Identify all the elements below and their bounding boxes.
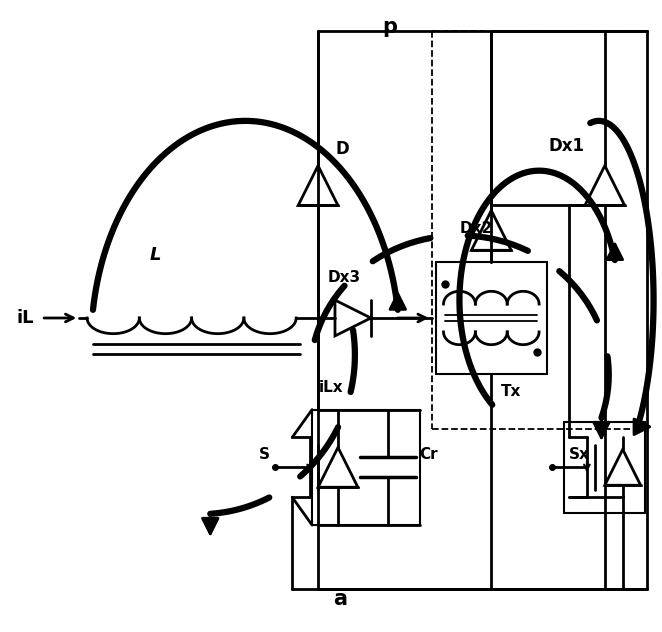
Text: D: D — [336, 140, 350, 158]
Text: Dx3: Dx3 — [328, 270, 361, 285]
Text: Dx1: Dx1 — [549, 137, 585, 155]
Text: Tx: Tx — [501, 384, 522, 399]
Text: S: S — [260, 447, 270, 462]
Text: Dx2: Dx2 — [459, 221, 493, 236]
Text: Cr: Cr — [420, 447, 438, 462]
Text: iL: iL — [17, 309, 34, 327]
Text: Sx: Sx — [569, 447, 590, 462]
Text: iLx: iLx — [319, 380, 344, 395]
Text: p: p — [382, 17, 397, 37]
Text: L: L — [150, 246, 162, 264]
Text: a: a — [333, 588, 347, 609]
